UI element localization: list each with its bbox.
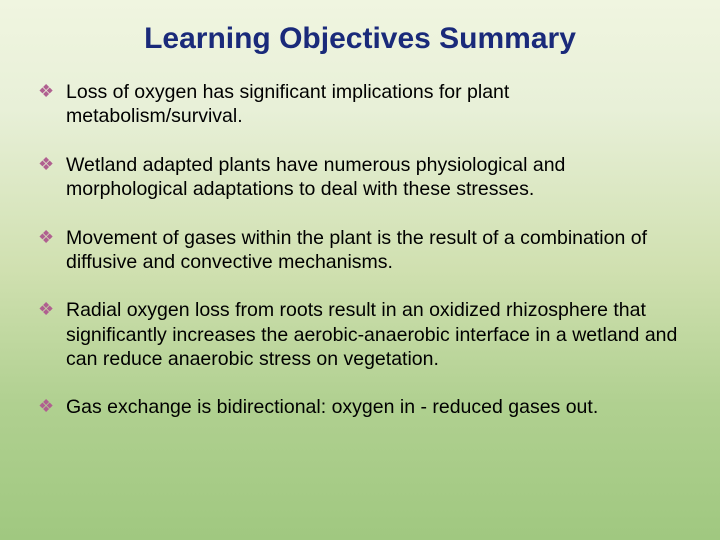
- list-item: ❖ Wetland adapted plants have numerous p…: [36, 153, 684, 202]
- list-item: ❖ Movement of gases within the plant is …: [36, 226, 684, 275]
- slide-title: Learning Objectives Summary: [36, 22, 684, 56]
- bullet-text: Wetland adapted plants have numerous phy…: [66, 154, 565, 200]
- list-item: ❖ Loss of oxygen has significant implica…: [36, 80, 684, 129]
- bullet-text: Radial oxygen loss from roots result in …: [66, 299, 677, 370]
- diamond-bullet-icon: ❖: [38, 299, 54, 321]
- bullet-text: Gas exchange is bidirectional: oxygen in…: [66, 396, 598, 418]
- bullet-text: Movement of gases within the plant is th…: [66, 227, 647, 273]
- slide-container: Learning Objectives Summary ❖ Loss of ox…: [0, 0, 720, 540]
- diamond-bullet-icon: ❖: [38, 396, 54, 418]
- diamond-bullet-icon: ❖: [38, 154, 54, 176]
- diamond-bullet-icon: ❖: [38, 227, 54, 249]
- diamond-bullet-icon: ❖: [38, 81, 54, 103]
- list-item: ❖ Radial oxygen loss from roots result i…: [36, 298, 684, 371]
- bullet-text: Loss of oxygen has significant implicati…: [66, 81, 509, 127]
- list-item: ❖ Gas exchange is bidirectional: oxygen …: [36, 395, 684, 419]
- bullet-list: ❖ Loss of oxygen has significant implica…: [36, 80, 684, 420]
